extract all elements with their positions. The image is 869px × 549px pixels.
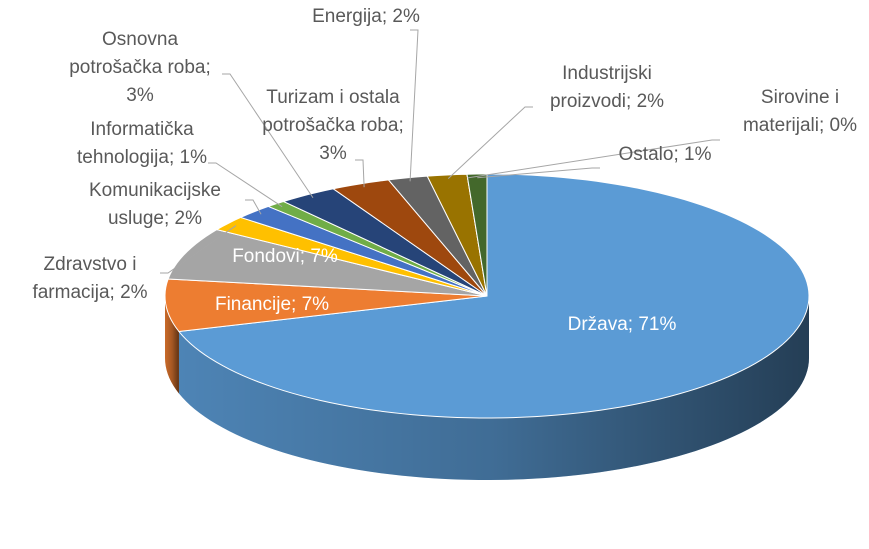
- pie-slice: [167, 229, 488, 297]
- data-label: Ostalo; 1%: [619, 144, 712, 165]
- leader-line: [467, 139, 720, 179]
- leader-line: [245, 199, 262, 215]
- data-label: Komunikacijske usluge; 2%: [89, 180, 221, 229]
- pie-slice: [466, 173, 488, 297]
- leader-line: [160, 225, 237, 274]
- pie-side-shade: [178, 296, 810, 480]
- data-label: Fondovi; 7%: [232, 246, 338, 267]
- data-label: Turizam i ostala potrošačka roba; 3%: [262, 87, 404, 164]
- data-label: Energija; 2%: [312, 6, 420, 27]
- pie-slice: [332, 179, 488, 297]
- leader-line: [208, 162, 283, 208]
- leader-line: [447, 106, 533, 179]
- data-label: Sirovine i materijali; 0%: [743, 87, 857, 136]
- pie-side-shade: [165, 296, 179, 394]
- data-label: Država; 71%: [568, 314, 677, 335]
- data-label: Osnovna potrošačka roba; 3%: [69, 29, 211, 106]
- leader-line: [409, 29, 419, 182]
- leader-line: [355, 159, 365, 188]
- data-label: Industrijski proizvodi; 2%: [550, 63, 664, 112]
- pie-slice: [282, 188, 488, 297]
- pie-slice: [177, 173, 810, 419]
- leader-line: [477, 167, 600, 179]
- leader-line: [222, 73, 314, 199]
- data-label: Zdravstvo i farmacija; 2%: [32, 254, 147, 303]
- data-label: Informatička tehnologija; 1%: [77, 119, 207, 168]
- data-label: Financije; 7%: [215, 294, 329, 315]
